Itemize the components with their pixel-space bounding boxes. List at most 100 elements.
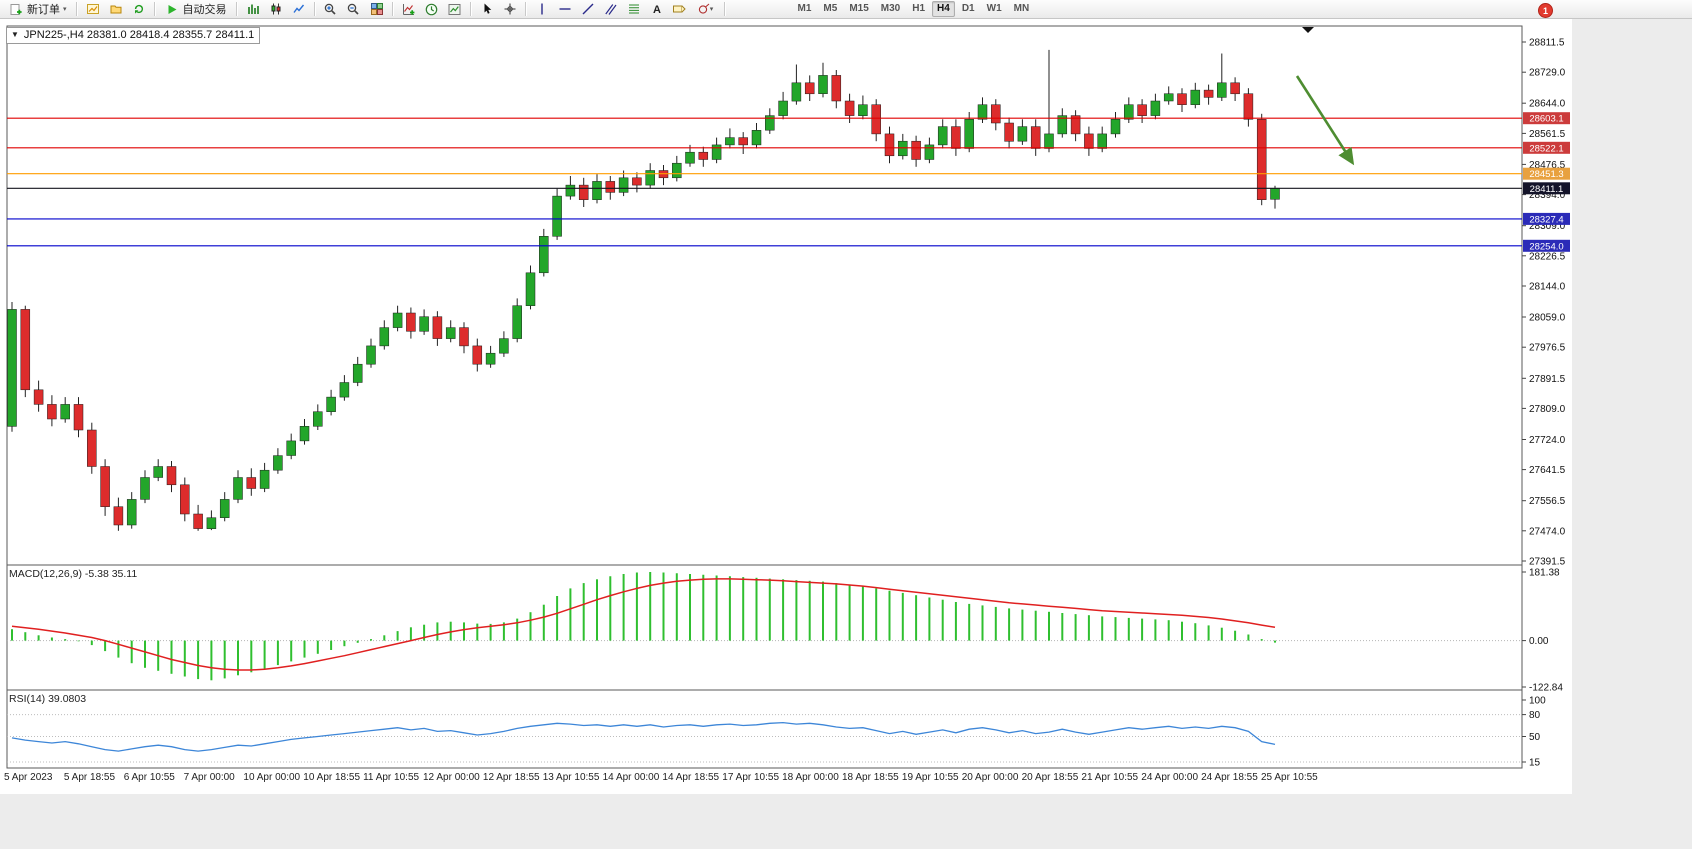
- svg-text:0.00: 0.00: [1529, 636, 1549, 647]
- zoom-out-icon[interactable]: [343, 0, 365, 19]
- timeframe-m1[interactable]: M1: [797, 3, 812, 14]
- macd-label: MACD(12,26,9) -5.38 35.11: [9, 568, 138, 580]
- svg-text:14 Apr 00:00: 14 Apr 00:00: [603, 772, 660, 783]
- zoom-in-icon[interactable]: [320, 0, 342, 19]
- svg-text:10 Apr 00:00: 10 Apr 00:00: [243, 772, 300, 783]
- tile-windows-icon[interactable]: [366, 0, 388, 19]
- vertical-line-icon[interactable]: [531, 0, 553, 19]
- svg-text:-122.84: -122.84: [1529, 683, 1563, 694]
- svg-text:27724.0: 27724.0: [1529, 435, 1566, 446]
- indicators-icon[interactable]: [398, 0, 420, 19]
- timeframe-d1[interactable]: D1: [961, 3, 975, 14]
- periods-clock-icon[interactable]: [421, 0, 443, 19]
- svg-text:28451.3: 28451.3: [1529, 169, 1563, 180]
- svg-text:10 Apr 18:55: 10 Apr 18:55: [303, 772, 360, 783]
- toolbar-separator: [313, 2, 316, 16]
- svg-text:28522.1: 28522.1: [1529, 143, 1563, 154]
- timeframe-m15[interactable]: M15: [849, 3, 869, 14]
- svg-text:181.38: 181.38: [1529, 568, 1560, 579]
- svg-text:27891.5: 27891.5: [1529, 374, 1566, 385]
- svg-text:14 Apr 18:55: 14 Apr 18:55: [662, 772, 719, 783]
- price-chart-svg[interactable]: 28811.5 28729.0 28644.0 28561.5 28476.5 28394…: [0, 19, 1692, 849]
- refresh-icon[interactable]: [128, 0, 150, 19]
- timeframe-w1[interactable]: W1: [986, 3, 1002, 14]
- svg-text:12 Apr 00:00: 12 Apr 00:00: [423, 772, 480, 783]
- svg-text:24 Apr 18:55: 24 Apr 18:55: [1201, 772, 1258, 783]
- rsi-layer: 100 80 50 15: [7, 696, 1546, 769]
- svg-text:27391.5: 27391.5: [1529, 557, 1566, 568]
- candlestick-icon[interactable]: [265, 0, 287, 19]
- chevron-down-icon: ▾: [709, 5, 714, 13]
- svg-text:24 Apr 00:00: 24 Apr 00:00: [1141, 772, 1198, 783]
- svg-text:20 Apr 18:55: 20 Apr 18:55: [1022, 772, 1079, 783]
- text-label-icon[interactable]: [669, 0, 691, 19]
- shapes-icon[interactable]: ▾: [692, 0, 720, 19]
- chevron-down-icon: ▾: [63, 5, 67, 13]
- rsi-label: RSI(14) 39.0803: [9, 693, 87, 705]
- cursor-icon[interactable]: [476, 0, 498, 19]
- timeframe-h1[interactable]: H1: [912, 3, 926, 14]
- auto-trading-button[interactable]: 自动交易: [160, 0, 232, 19]
- svg-text:28811.5: 28811.5: [1529, 38, 1565, 49]
- svg-text:28226.5: 28226.5: [1529, 251, 1566, 262]
- profiles-folder-icon[interactable]: [105, 0, 127, 19]
- trendline-icon[interactable]: [577, 0, 599, 19]
- macd-layer: 181.38 0.00 -122.84: [7, 568, 1563, 694]
- timeframe-toolbar: M1 M5 M15 M30 H1 H4 D1 W1 MN: [793, 1, 1035, 17]
- svg-text:5 Apr 2023: 5 Apr 2023: [4, 772, 53, 783]
- svg-text:A: A: [653, 4, 661, 15]
- svg-text:28561.5: 28561.5: [1529, 129, 1566, 140]
- svg-text:17 Apr 10:55: 17 Apr 10:55: [722, 772, 779, 783]
- svg-text:28059.0: 28059.0: [1529, 313, 1566, 324]
- svg-text:100: 100: [1529, 696, 1546, 707]
- svg-text:20 Apr 00:00: 20 Apr 00:00: [962, 772, 1019, 783]
- svg-text:28144.0: 28144.0: [1529, 282, 1566, 293]
- text-icon[interactable]: A: [646, 0, 668, 19]
- svg-text:28729.0: 28729.0: [1529, 68, 1566, 79]
- svg-text:50: 50: [1529, 732, 1541, 743]
- notification-badge[interactable]: 1: [1538, 3, 1553, 18]
- svg-text:27474.0: 27474.0: [1529, 526, 1566, 537]
- svg-text:21 Apr 10:55: 21 Apr 10:55: [1081, 772, 1138, 783]
- pane-frames: [6, 25, 1523, 769]
- price-level-badges: 28603.1 28522.1 28451.3 28411.1 28327.4 28254…: [1523, 112, 1570, 252]
- toolbar-spacer: [730, 9, 788, 10]
- svg-text:12 Apr 18:55: 12 Apr 18:55: [483, 772, 540, 783]
- timeframe-m5[interactable]: M5: [823, 3, 838, 14]
- toolbar-separator: [524, 2, 527, 16]
- toolbar-separator: [235, 2, 238, 16]
- crosshair-icon[interactable]: [499, 0, 521, 19]
- svg-text:18 Apr 00:00: 18 Apr 00:00: [782, 772, 839, 783]
- svg-text:80: 80: [1529, 710, 1541, 721]
- timeframe-mn[interactable]: MN: [1013, 3, 1030, 14]
- chart-window: 28811.5 28729.0 28644.0 28561.5 28476.5 28394…: [0, 19, 1692, 849]
- annotation-arrow[interactable]: [1295, 75, 1355, 166]
- timeframe-m30[interactable]: M30: [880, 3, 901, 14]
- toolbar-separator: [723, 2, 726, 16]
- svg-text:18 Apr 18:55: 18 Apr 18:55: [842, 772, 899, 783]
- svg-text:28394.0: 28394.0: [1529, 190, 1566, 201]
- channel-icon[interactable]: [600, 0, 622, 19]
- new-chart-icon[interactable]: [82, 0, 104, 19]
- chart-title-box: ▼ JPN225-,H4 28381.0 28418.4 28355.7 284…: [6, 27, 261, 44]
- chart-title: JPN225-,H4 28381.0 28418.4 28355.7 28411…: [23, 29, 255, 41]
- new-order-icon: [8, 0, 24, 19]
- bar-chart-icon[interactable]: [242, 0, 264, 19]
- candles-layer: [7, 49, 1280, 531]
- fibonacci-icon[interactable]: [623, 0, 645, 19]
- new-order-label: 新订单: [27, 4, 60, 16]
- svg-text:27641.5: 27641.5: [1529, 465, 1566, 476]
- timeframe-h4[interactable]: H4: [932, 1, 955, 17]
- toolbar-separator: [469, 2, 472, 16]
- svg-text:25 Apr 10:55: 25 Apr 10:55: [1261, 772, 1318, 783]
- object-marker-arrow[interactable]: [1302, 27, 1314, 33]
- line-chart-icon[interactable]: [288, 0, 310, 19]
- horizontal-line-icon[interactable]: [554, 0, 576, 19]
- template-icon[interactable]: [444, 0, 466, 19]
- svg-text:11 Apr 10:55: 11 Apr 10:55: [363, 772, 419, 783]
- toolbar-separator: [75, 2, 78, 16]
- play-icon: [165, 0, 180, 19]
- horizontal-levels-layer[interactable]: [7, 117, 1522, 247]
- one-click-trading-toggle[interactable]: ▼: [11, 30, 19, 39]
- new-order-button[interactable]: 新订单 ▾: [3, 0, 72, 19]
